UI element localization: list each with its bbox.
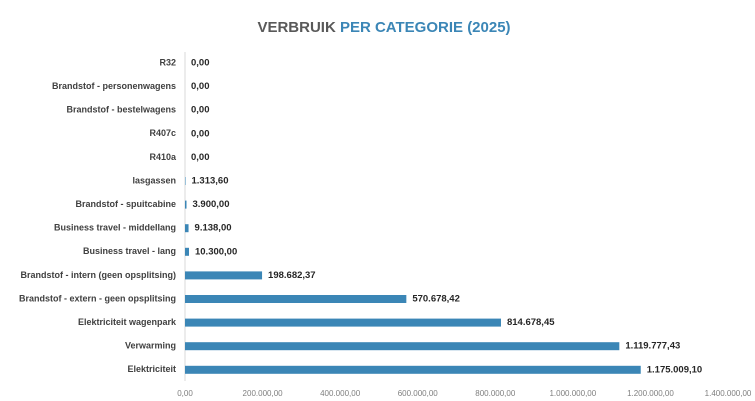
category-label: Elektriciteit wagenpark bbox=[78, 317, 177, 327]
x-tick-label: 1.200.000,00 bbox=[627, 389, 674, 398]
data-label: 1.119.777,43 bbox=[625, 341, 680, 352]
data-label: 0,00 bbox=[191, 81, 210, 92]
x-tick-label: 1.000.000,00 bbox=[549, 389, 596, 398]
bar bbox=[185, 365, 641, 374]
category-label: Brandstof - bestelwagens bbox=[66, 105, 176, 115]
category-label: Brandstof - spuitcabine bbox=[75, 199, 176, 209]
data-label: 9.138,00 bbox=[195, 223, 232, 234]
bar bbox=[185, 200, 187, 209]
bar bbox=[185, 224, 189, 233]
category-label: Elektriciteit bbox=[127, 364, 176, 374]
bar bbox=[185, 295, 407, 303]
data-label: 1.313,60 bbox=[192, 176, 229, 187]
category-label: Verwarming bbox=[125, 341, 176, 351]
bar bbox=[185, 318, 501, 327]
category-label: Brandstof - extern - geen opsplitsing bbox=[19, 293, 176, 303]
x-tick-label: 600.000,00 bbox=[398, 389, 439, 398]
data-label: 814.678,45 bbox=[507, 317, 555, 328]
category-label: R410a bbox=[149, 152, 177, 162]
bar bbox=[185, 177, 186, 185]
category-label: Brandstof - personenwagens bbox=[52, 81, 176, 91]
bar bbox=[185, 342, 620, 351]
data-label: 198.682,37 bbox=[268, 270, 316, 281]
chart-title: VERBRUIK PER CATEGORIE (2025) bbox=[257, 19, 510, 36]
data-label: 0,00 bbox=[191, 58, 210, 69]
category-label: R407c bbox=[149, 128, 176, 138]
x-tick-label: 200.000,00 bbox=[243, 389, 284, 398]
data-label: 570.678,42 bbox=[412, 294, 460, 305]
title-part: PER CATEGORIE (2025) bbox=[340, 19, 511, 36]
data-label: 1.175.009,10 bbox=[647, 364, 702, 375]
x-tick-label: 1.400.000,00 bbox=[705, 389, 752, 398]
data-label: 0,00 bbox=[191, 105, 210, 116]
data-label: 0,00 bbox=[191, 152, 210, 163]
category-label: Business travel - middellang bbox=[54, 223, 176, 233]
data-label: 10.300,00 bbox=[195, 246, 237, 257]
category-label: R32 bbox=[159, 57, 176, 67]
category-label: Business travel - lang bbox=[83, 246, 176, 256]
data-label: 3.900,00 bbox=[193, 199, 230, 210]
bar bbox=[185, 247, 189, 256]
category-label: lasgassen bbox=[132, 175, 176, 185]
bar bbox=[185, 271, 263, 280]
x-tick-label: 400.000,00 bbox=[320, 389, 361, 398]
data-label: 0,00 bbox=[191, 128, 210, 139]
title-part: VERBRUIK bbox=[257, 19, 336, 36]
category-label: Brandstof - intern (geen opsplitsing) bbox=[21, 270, 177, 280]
x-tick-label: 0,00 bbox=[177, 389, 193, 398]
x-tick-label: 800.000,00 bbox=[475, 389, 516, 398]
